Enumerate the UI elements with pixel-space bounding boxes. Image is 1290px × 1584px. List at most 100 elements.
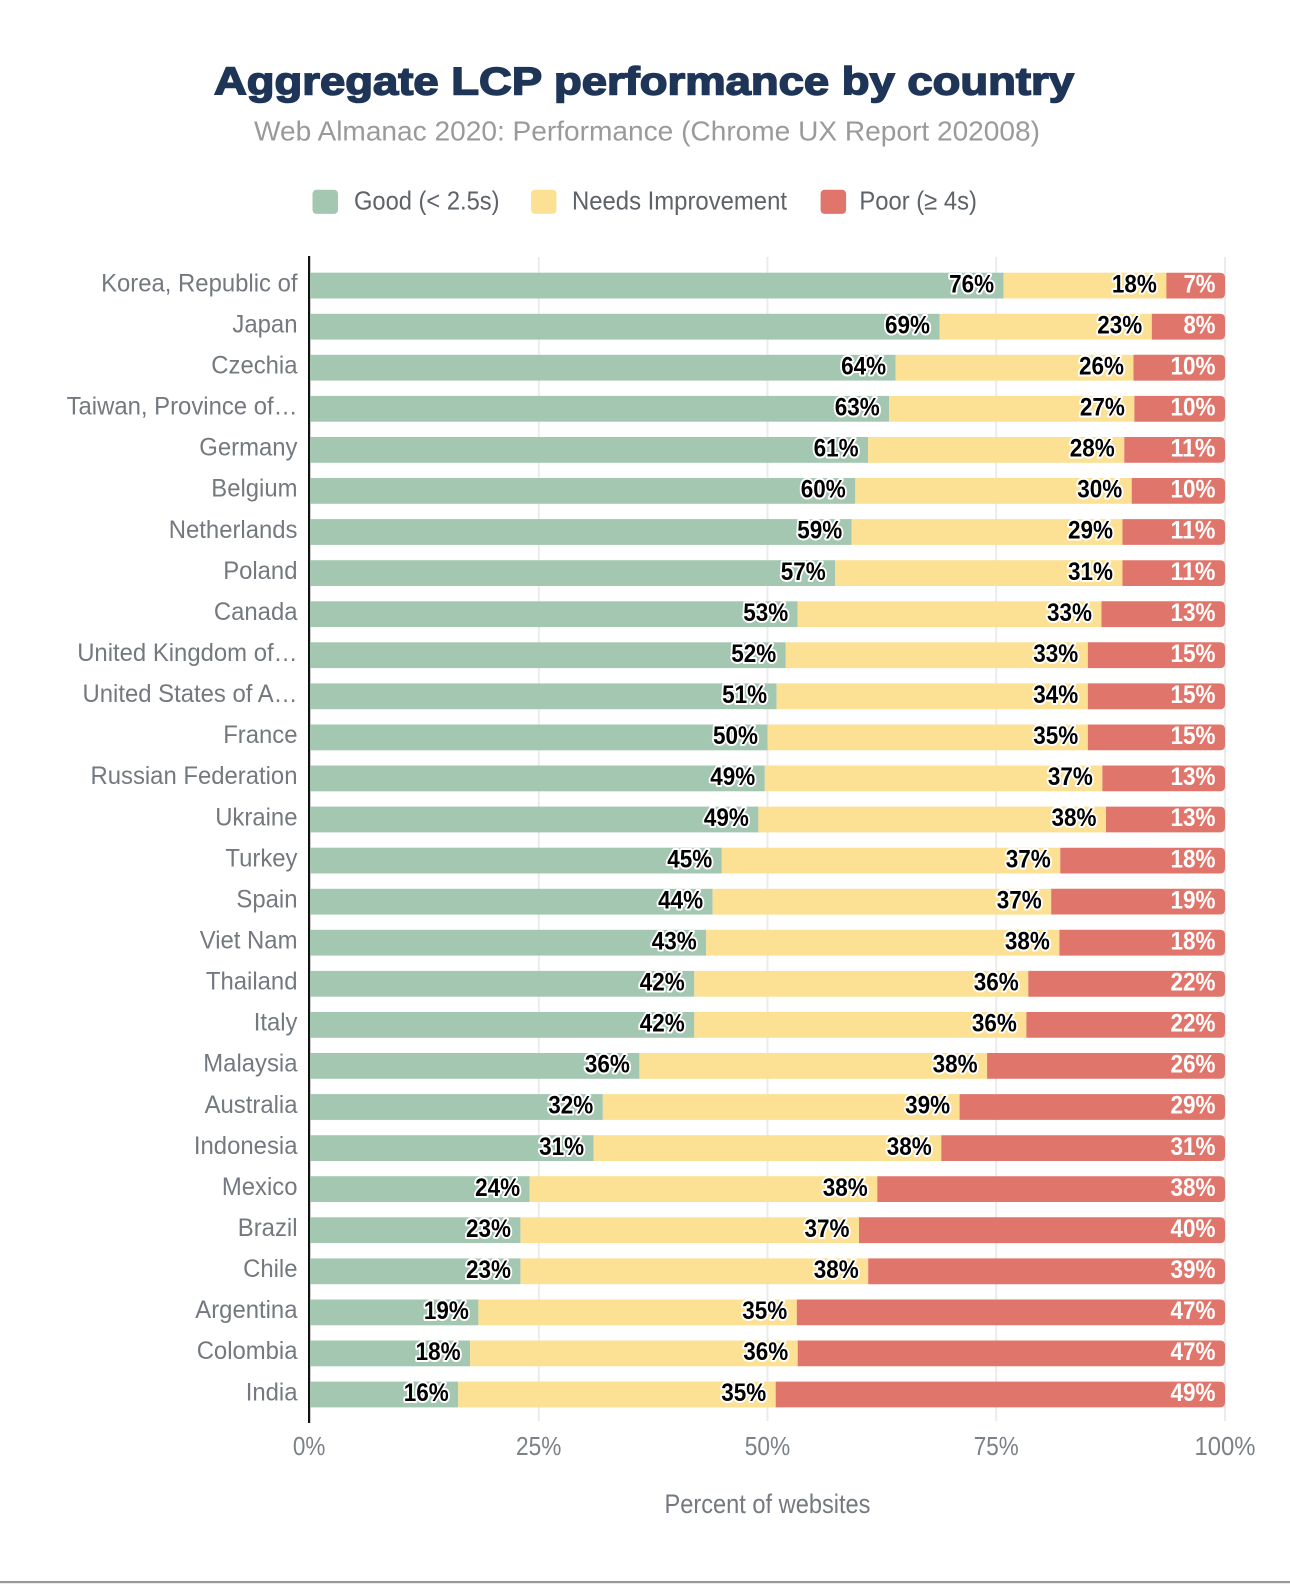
svg-text:63%: 63%	[835, 394, 880, 422]
svg-text:India: India	[246, 1378, 298, 1406]
svg-text:26%: 26%	[1079, 352, 1124, 380]
svg-text:49%: 49%	[710, 763, 755, 791]
svg-text:35%: 35%	[742, 1297, 787, 1325]
svg-text:Needs Improvement: Needs Improvement	[572, 186, 788, 216]
svg-text:Russian Federation: Russian Federation	[91, 762, 298, 790]
svg-text:19%: 19%	[424, 1297, 469, 1325]
svg-text:Turkey: Turkey	[225, 844, 298, 872]
svg-text:50%: 50%	[745, 1431, 791, 1461]
svg-text:23%: 23%	[1097, 311, 1142, 339]
svg-text:11%: 11%	[1171, 517, 1216, 545]
svg-text:49%: 49%	[704, 804, 749, 832]
svg-text:39%: 39%	[1171, 1256, 1216, 1284]
svg-text:Australia: Australia	[205, 1091, 298, 1119]
svg-text:37%: 37%	[1006, 845, 1051, 873]
svg-text:Aggregate LCP performance by c: Aggregate LCP performance by country	[214, 61, 1075, 104]
svg-text:10%: 10%	[1171, 476, 1216, 504]
svg-text:44%: 44%	[658, 886, 703, 914]
svg-text:60%: 60%	[801, 476, 846, 504]
svg-text:10%: 10%	[1171, 352, 1216, 380]
svg-text:France: France	[223, 721, 297, 749]
svg-text:Brazil: Brazil	[238, 1214, 298, 1242]
svg-text:37%: 37%	[1048, 763, 1093, 791]
svg-text:19%: 19%	[1171, 886, 1216, 914]
svg-text:33%: 33%	[1047, 599, 1092, 627]
svg-text:Chile: Chile	[243, 1255, 297, 1283]
svg-text:36%: 36%	[972, 1010, 1017, 1038]
svg-text:43%: 43%	[652, 927, 697, 955]
svg-text:50%: 50%	[713, 722, 758, 750]
svg-text:33%: 33%	[1033, 640, 1078, 668]
svg-text:34%: 34%	[1033, 681, 1078, 709]
svg-text:Japan: Japan	[232, 311, 297, 339]
svg-text:30%: 30%	[1077, 476, 1122, 504]
svg-text:Taiwan, Province of…: Taiwan, Province of…	[67, 393, 298, 421]
svg-text:25%: 25%	[516, 1431, 561, 1461]
svg-text:Netherlands: Netherlands	[169, 516, 298, 544]
svg-text:15%: 15%	[1171, 722, 1216, 750]
svg-text:59%: 59%	[797, 517, 842, 545]
svg-text:United States of A…: United States of A…	[83, 680, 298, 708]
svg-text:42%: 42%	[640, 1010, 685, 1038]
svg-text:11%: 11%	[1171, 435, 1216, 463]
svg-text:35%: 35%	[1033, 722, 1078, 750]
svg-text:Colombia: Colombia	[197, 1337, 298, 1365]
svg-text:15%: 15%	[1171, 681, 1216, 709]
svg-text:37%: 37%	[805, 1215, 850, 1243]
svg-text:38%: 38%	[814, 1256, 859, 1284]
svg-text:13%: 13%	[1171, 599, 1216, 627]
svg-text:Spain: Spain	[236, 886, 297, 914]
svg-text:53%: 53%	[743, 599, 788, 627]
svg-text:Poland: Poland	[223, 557, 297, 585]
svg-text:42%: 42%	[640, 969, 685, 997]
svg-text:38%: 38%	[1052, 804, 1097, 832]
svg-text:52%: 52%	[731, 640, 776, 668]
svg-text:23%: 23%	[466, 1256, 511, 1284]
svg-text:35%: 35%	[721, 1379, 766, 1407]
svg-text:Malaysia: Malaysia	[203, 1050, 297, 1078]
svg-text:0%: 0%	[293, 1431, 326, 1461]
svg-text:Poor (≥ 4s): Poor (≥ 4s)	[859, 186, 977, 216]
svg-text:Good (< 2.5s): Good (< 2.5s)	[354, 186, 500, 216]
svg-text:Korea, Republic of: Korea, Republic of	[101, 269, 297, 297]
svg-text:16%: 16%	[404, 1379, 449, 1407]
svg-text:31%: 31%	[1171, 1133, 1216, 1161]
svg-text:64%: 64%	[841, 352, 886, 380]
svg-text:61%: 61%	[814, 435, 859, 463]
svg-text:15%: 15%	[1171, 640, 1216, 668]
svg-text:57%: 57%	[781, 558, 826, 586]
svg-text:38%: 38%	[1171, 1174, 1216, 1202]
svg-text:26%: 26%	[1171, 1051, 1216, 1079]
svg-text:75%: 75%	[974, 1431, 1019, 1461]
svg-text:69%: 69%	[885, 311, 930, 339]
svg-text:Indonesia: Indonesia	[194, 1132, 298, 1160]
svg-text:29%: 29%	[1171, 1092, 1216, 1120]
svg-text:45%: 45%	[667, 845, 712, 873]
svg-text:18%: 18%	[416, 1338, 461, 1366]
svg-text:31%: 31%	[1068, 558, 1113, 586]
svg-text:13%: 13%	[1171, 763, 1216, 791]
svg-text:36%: 36%	[743, 1338, 788, 1366]
svg-text:United Kingdom of…: United Kingdom of…	[77, 639, 297, 667]
svg-text:Argentina: Argentina	[195, 1296, 297, 1324]
svg-text:18%: 18%	[1112, 270, 1157, 298]
svg-text:39%: 39%	[905, 1092, 950, 1120]
svg-text:8%: 8%	[1184, 311, 1216, 339]
svg-text:Thailand: Thailand	[206, 968, 298, 996]
svg-text:Belgium: Belgium	[211, 475, 297, 503]
svg-text:37%: 37%	[997, 886, 1042, 914]
svg-text:7%: 7%	[1184, 270, 1216, 298]
svg-text:36%: 36%	[974, 969, 1019, 997]
svg-text:23%: 23%	[466, 1215, 511, 1243]
svg-text:47%: 47%	[1171, 1338, 1216, 1366]
svg-text:40%: 40%	[1171, 1215, 1216, 1243]
svg-text:Germany: Germany	[199, 434, 298, 462]
svg-text:22%: 22%	[1171, 969, 1216, 997]
svg-text:Ukraine: Ukraine	[215, 803, 297, 831]
svg-text:38%: 38%	[933, 1051, 978, 1079]
svg-text:Percent of websites: Percent of websites	[665, 1489, 871, 1519]
svg-text:Web Almanac 2020: Performance: Web Almanac 2020: Performance (Chrome UX…	[254, 116, 1040, 147]
svg-text:49%: 49%	[1171, 1379, 1216, 1407]
svg-text:38%: 38%	[823, 1174, 868, 1202]
svg-text:38%: 38%	[887, 1133, 932, 1161]
